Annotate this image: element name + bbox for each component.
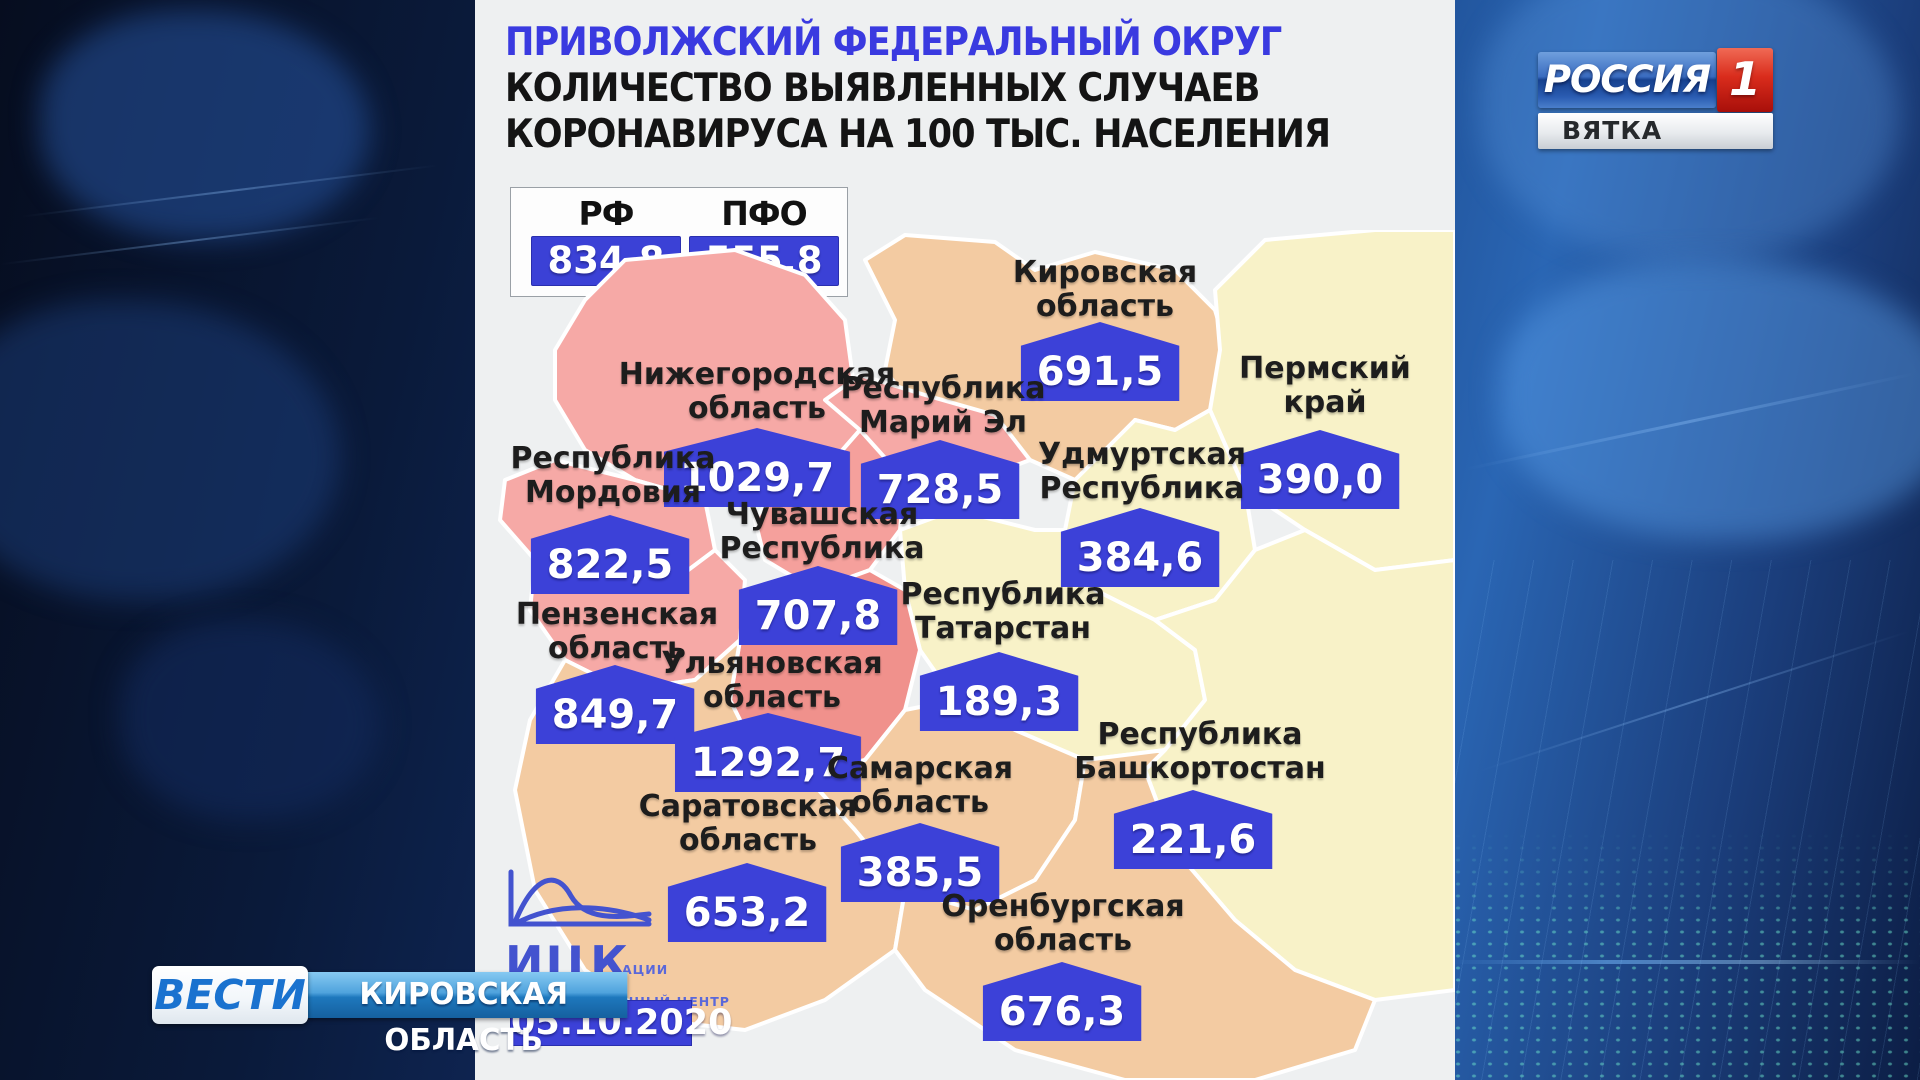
title-metric-line1: КОЛИЧЕСТВО ВЫЯВЛЕННЫХ СЛУЧАЕВ <box>505 66 1260 111</box>
title-metric-line2: КОРОНАВИРУСА НА 100 ТЫС. НАСЕЛЕНИЯ <box>505 112 1331 157</box>
background-streak <box>1450 960 1920 964</box>
pfo-label: ПФО <box>721 194 807 233</box>
title-district: ПРИВОЛЖСКИЙ ФЕДЕРАЛЬНЫЙ ОКРУГ <box>505 20 1282 65</box>
background-map-shape <box>0 300 340 600</box>
channel-number-logo: 1 <box>1717 48 1773 112</box>
ick-curve-icon <box>508 869 652 927</box>
region-label-orenburgskaya: Оренбургская область <box>941 889 1185 958</box>
region-label-mordovia: Республика Мордовия <box>510 441 716 510</box>
background-grid-lines <box>1455 560 1920 1080</box>
region-label-chuvashskaya: Чувашская Республика <box>719 497 925 566</box>
background-dot-pattern <box>1450 830 1920 1080</box>
infographic-title: ПРИВОЛЖСКИЙ ФЕДЕРАЛЬНЫЙ ОКРУГ КОЛИЧЕСТВО… <box>505 20 1331 158</box>
region-label-penzenskaya: Пензенская область <box>515 597 719 666</box>
vesti-program-logo: ВЕСТИ <box>152 966 308 1024</box>
vesti-region-banner: КИРОВСКАЯ ОБЛАСТЬ <box>300 972 628 1058</box>
region-label-bashkortostan: Республика Башкортостан <box>1074 717 1326 786</box>
region-label-saratovskaya: Саратовская область <box>638 789 858 858</box>
region-label-udmurtskaya: Удмуртская Республика <box>1038 437 1246 506</box>
station-name-bar: ВЯТКА <box>1538 113 1773 149</box>
background-map-shape <box>40 10 370 240</box>
region-label-kirovskaya: Кировская область <box>1012 255 1198 324</box>
region-label-permsky: Пермский край <box>1239 351 1411 420</box>
region-label-nizhegorodskaya: Нижегородская область <box>618 357 896 426</box>
channel-name-logo: РОССИЯ <box>1538 52 1716 108</box>
rf-label: РФ <box>578 194 635 233</box>
background-map-shape <box>120 620 380 820</box>
region-label-mariy_el: Республика Марий Эл <box>840 371 1046 440</box>
region-label-tatarstan: Республика Татарстан <box>900 577 1106 646</box>
ick-subtext-fragment: АЦИИ <box>622 962 669 977</box>
region-label-samarskaya: Самарская область <box>826 751 1014 820</box>
region-label-ulyanovskaya: Ульяновская область <box>661 646 883 715</box>
background-light-shape <box>1500 260 1920 540</box>
